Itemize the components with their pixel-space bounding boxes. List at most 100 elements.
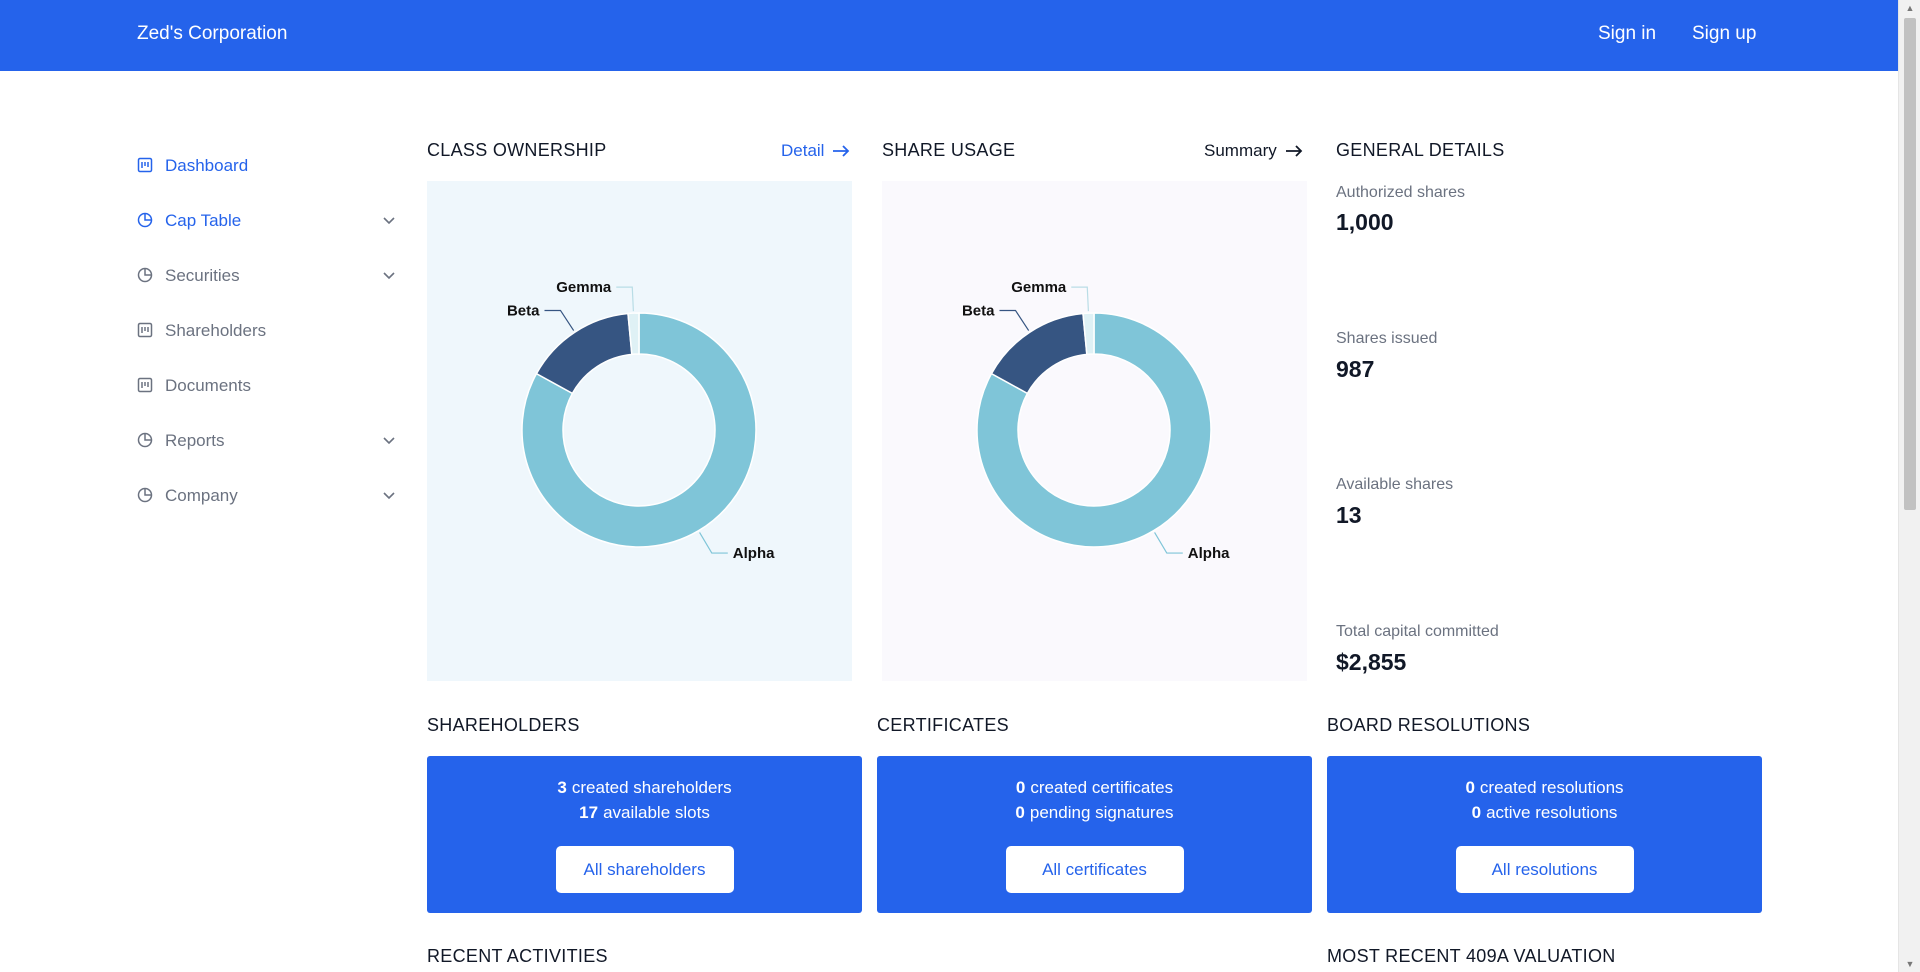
slots-count: 17	[579, 803, 599, 822]
share-usage-donut-chart: Alpha Beta Gemma	[962, 279, 1230, 562]
sidebar-item-label: Shareholders	[165, 321, 267, 340]
summary-link-label: Summary	[1204, 141, 1277, 160]
sidebar-item-cap-table[interactable]: Cap Table	[137, 206, 397, 236]
shares-issued-value: 987	[1336, 356, 1375, 382]
all-resolutions-button[interactable]: All resolutions	[1455, 846, 1634, 893]
recent-activities-title: RECENT ACTIVITIES	[427, 946, 608, 966]
share-usage-panel: Alpha Beta Gemma	[882, 181, 1307, 681]
leader-line-beta	[544, 309, 575, 331]
shareholders-card: 3 created shareholders 17 available slots …	[427, 756, 862, 913]
class-ownership-donut-chart: Alpha Beta Gemma	[507, 279, 775, 562]
slice-label-alpha: Alpha	[733, 545, 775, 562]
resolutions-created-text: created resolutions	[1479, 778, 1624, 797]
active-text: active resolutions	[1486, 803, 1618, 822]
certificates-count: 0	[1015, 778, 1026, 797]
certificates-created-line: 0 created certificates	[877, 778, 1312, 798]
sidebar-item-label: Documents	[165, 376, 251, 395]
authorized-shares-label: Authorized shares	[1336, 184, 1465, 201]
detail-link-label: Detail	[781, 141, 825, 160]
leader-line-alpha	[699, 532, 728, 554]
active-count: 0	[1471, 803, 1482, 822]
brand-name[interactable]: Zed's Corporation	[137, 23, 288, 44]
sign-in-link[interactable]: Sign in	[1598, 23, 1657, 44]
pending-count: 0	[1015, 803, 1025, 822]
slots-text: available slots	[603, 803, 710, 822]
chevron-down-icon[interactable]	[381, 212, 397, 228]
shareholders-count: 3	[557, 778, 567, 797]
sidebar-item-label: Dashboard	[165, 156, 249, 175]
class-ownership-title: CLASS OWNERSHIP	[427, 140, 607, 160]
certificates-pending-line: 0 pending signatures	[877, 803, 1312, 823]
board-resolutions-section-title: BOARD RESOLUTIONS	[1327, 715, 1531, 735]
pending-text: pending signatures	[1029, 803, 1174, 822]
chevron-down-icon[interactable]	[381, 487, 397, 503]
chevron-down-icon[interactable]	[381, 432, 397, 448]
valuation-title: MOST RECENT 409A VALUATION	[1327, 946, 1616, 966]
sidebar-item-label: Cap Table	[165, 211, 242, 230]
shareholders-created-text: created shareholders	[571, 778, 732, 797]
all-shareholders-button[interactable]: All shareholders	[555, 846, 734, 893]
slice-label-alpha: Alpha	[1188, 545, 1230, 562]
leader-line-beta	[999, 309, 1030, 331]
scroll-up-arrow-icon[interactable]: ▲	[1905, 3, 1915, 13]
sidebar-item-documents[interactable]: Documents	[137, 371, 397, 401]
sidebar-item-securities[interactable]: Securities	[137, 261, 397, 291]
sidebar-item-company[interactable]: Company	[137, 481, 397, 511]
shares-issued-label: Shares issued	[1336, 330, 1438, 347]
donut-slice-gemma[interactable]	[1082, 312, 1095, 356]
board-icon	[137, 322, 155, 340]
slice-label-gemma: Gemma	[1011, 279, 1067, 296]
arrow-right-icon	[833, 145, 850, 157]
class-ownership-panel: Alpha Beta Gemma	[427, 181, 852, 681]
leader-line-gemma	[616, 286, 634, 312]
slice-label-beta: Beta	[962, 302, 995, 319]
sign-up-link[interactable]: Sign up	[1692, 23, 1757, 44]
scrollbar-thumb[interactable]	[1904, 18, 1916, 510]
total-capital-label: Total capital committed	[1336, 623, 1499, 640]
sidebar-item-label: Securities	[165, 266, 240, 285]
sidebar-item-label: Company	[165, 486, 238, 505]
pie-chart-icon	[137, 487, 155, 505]
shareholders-slots-line: 17 available slots	[427, 803, 862, 823]
chevron-down-icon[interactable]	[381, 267, 397, 283]
board-resolutions-card: 0 created resolutions 0 active resolutions…	[1327, 756, 1762, 913]
slice-label-gemma: Gemma	[556, 279, 612, 296]
share-usage-title: SHARE USAGE	[882, 140, 1016, 160]
page-scrollbar[interactable]: ▲ ▼	[1898, 0, 1920, 972]
slice-label-beta: Beta	[507, 302, 540, 319]
donut-slice-alpha[interactable]	[521, 312, 757, 548]
sidebar-item-reports[interactable]: Reports	[137, 426, 397, 456]
donut-slice-gemma[interactable]	[627, 312, 640, 356]
leader-line-gemma	[1071, 286, 1089, 312]
pie-chart-icon	[137, 212, 155, 230]
summary-link[interactable]: Summary	[1204, 141, 1303, 161]
total-capital-value: $2,855	[1336, 649, 1407, 675]
certificates-section-title: CERTIFICATES	[877, 715, 1009, 735]
certificates-card: 0 created certificates 0 pending signature…	[877, 756, 1312, 913]
general-details-title: GENERAL DETAILS	[1336, 140, 1505, 160]
leader-line-alpha	[1154, 532, 1183, 554]
resolutions-count: 0	[1465, 778, 1475, 797]
resolutions-active-line: 0 active resolutions	[1327, 803, 1762, 823]
available-shares-value: 13	[1336, 502, 1362, 528]
top-navbar: Zed's Corporation Sign in Sign up	[0, 0, 1898, 71]
authorized-shares-value: 1,000	[1336, 209, 1394, 235]
arrow-right-icon	[1285, 145, 1303, 157]
available-shares-label: Available shares	[1336, 476, 1454, 493]
certificates-created-text: created certificates	[1030, 778, 1174, 797]
scroll-down-arrow-icon[interactable]: ▼	[1905, 959, 1915, 969]
sidebar-item-dashboard[interactable]: Dashboard	[137, 151, 397, 181]
board-icon	[137, 377, 155, 395]
shareholders-section-title: SHAREHOLDERS	[427, 715, 580, 735]
donut-slice-beta[interactable]	[535, 312, 633, 395]
donut-slice-alpha[interactable]	[976, 312, 1212, 548]
shareholders-created-line: 3 created shareholders	[427, 778, 862, 798]
all-certificates-button[interactable]: All certificates	[1005, 846, 1184, 893]
sidebar-item-label: Reports	[165, 431, 225, 450]
board-icon	[137, 157, 155, 175]
donut-slice-beta[interactable]	[990, 312, 1088, 395]
pie-chart-icon	[137, 432, 155, 450]
detail-link[interactable]: Detail	[781, 141, 850, 161]
sidebar-item-shareholders[interactable]: Shareholders	[137, 316, 397, 346]
pie-chart-icon	[137, 267, 155, 285]
